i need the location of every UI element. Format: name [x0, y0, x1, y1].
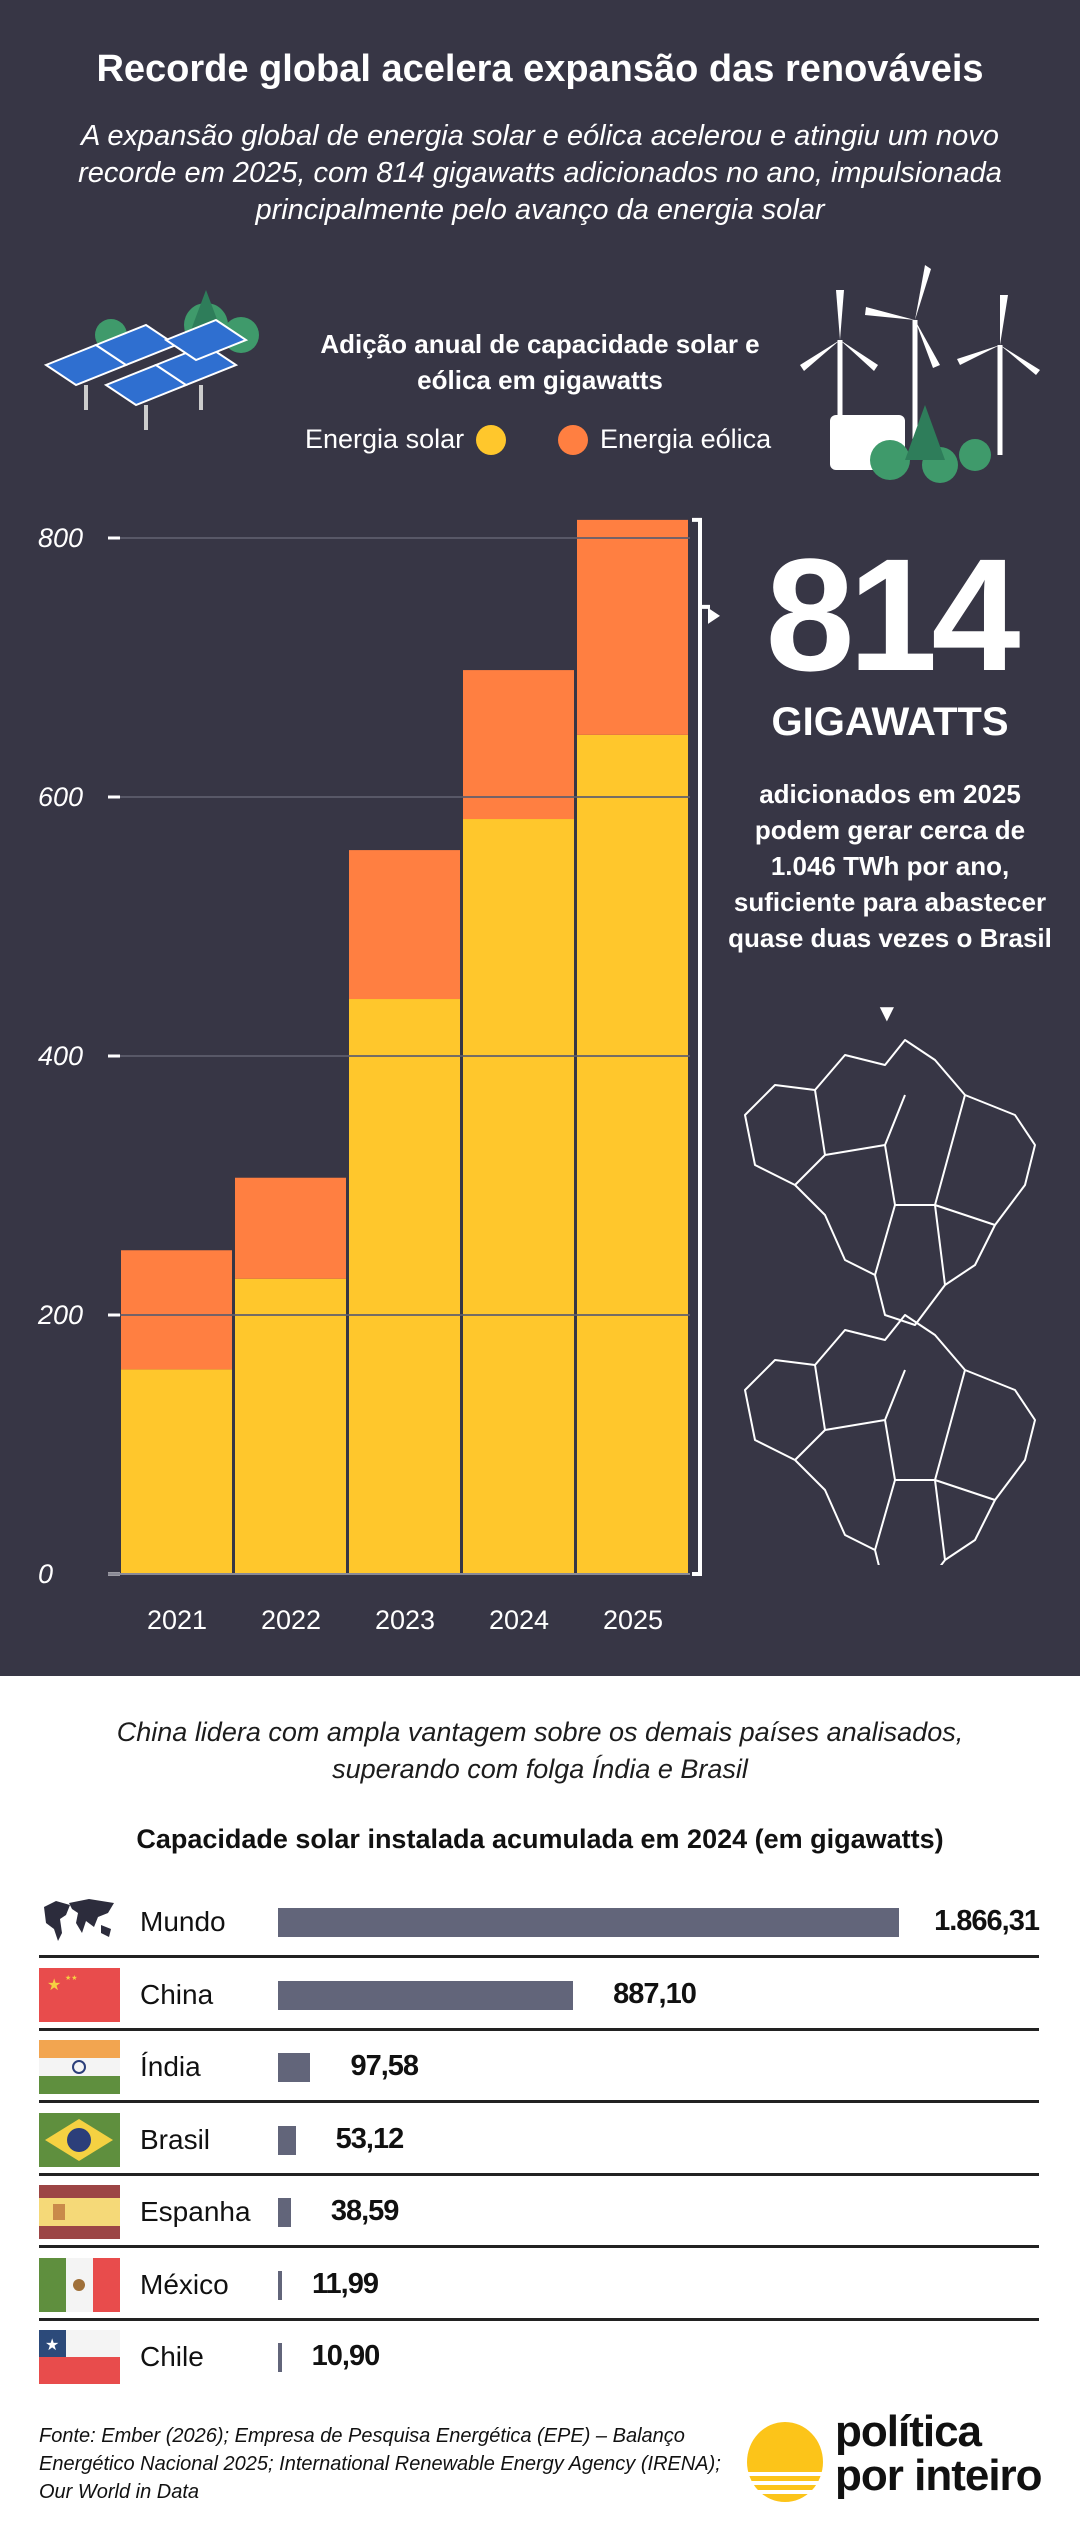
- bar-wind-2024: [463, 670, 574, 820]
- legend-item-wind: Energia eólica: [558, 424, 771, 455]
- wind-turbines-illustration: [800, 265, 1040, 483]
- ranking-row-brasil: Brasil 53,12: [39, 2104, 1039, 2176]
- y-tick-label: 800: [38, 523, 83, 553]
- ranking-row-espanha: Espanha 38,59: [39, 2176, 1039, 2248]
- y-tick-label: 600: [38, 782, 83, 812]
- mexico-flag-icon: [39, 2257, 120, 2312]
- x-tick-label: 2025: [603, 1605, 663, 1635]
- x-tick-label: 2022: [261, 1605, 321, 1635]
- value-label: 97,58: [350, 2050, 419, 2082]
- bar-méxico: [278, 2270, 282, 2300]
- x-tick-label: 2024: [489, 1605, 549, 1635]
- value-label: 887,10: [613, 1977, 697, 2010]
- bar-chile: [278, 2343, 282, 2372]
- callout-text: adicionados em 2025 podem gerar cerca de…: [728, 779, 1052, 953]
- stacked-bar-chart: 2021 2022 2023 2024 2025 0 200 400 600 800: [37, 517, 720, 1635]
- page-title: Recorde global acelera expansão das reno…: [96, 48, 984, 90]
- bar-solar-2025: [577, 734, 688, 1574]
- brazil-flag-icon: [39, 2112, 120, 2167]
- legend-swatch-solar: [476, 424, 507, 455]
- world-map-icon: [39, 1895, 120, 1949]
- logo-sun-icon: [747, 2422, 823, 2502]
- india-flag-icon: [39, 2040, 120, 2094]
- chart-title: Adição anual de capacidade solar e eólic…: [320, 329, 760, 395]
- bar-mundo: [278, 1908, 899, 1937]
- value-label: 10,90: [311, 2340, 381, 2372]
- value-label: 11,99: [311, 2267, 379, 2300]
- country-name: Chile: [140, 2341, 204, 2372]
- brazil-map-2: [744, 1314, 1036, 1565]
- x-tick-label: 2023: [375, 1605, 435, 1635]
- down-arrow-icon: ▼: [875, 1000, 899, 1027]
- callout-unit: GIGAWATTS: [771, 700, 1009, 744]
- y-tick-label: 400: [38, 1041, 83, 1071]
- value-label: 1.866,31: [934, 1905, 1040, 1937]
- page-subtitle: A expansão global de energia solar e eól…: [78, 120, 1002, 226]
- logo-text: política por inteiro: [835, 2407, 1043, 2500]
- ranking-row-chile: ★ Chile 10,90: [39, 2321, 1039, 2393]
- value-label: 38,59: [330, 2195, 400, 2227]
- bar-solar-2021: [121, 1369, 232, 1574]
- ranking-row-méxico: México 11,99: [39, 2249, 1039, 2321]
- bar-solar-2023: [349, 999, 460, 1574]
- callout-number: 814: [765, 525, 1021, 704]
- solar-panels-illustration: [43, 290, 259, 430]
- brazil-maps-illustration: [744, 1039, 1036, 1565]
- bar-solar-2024: [463, 819, 574, 1574]
- country-name: Índia: [140, 2051, 201, 2082]
- legend-label-wind: Energia eólica: [600, 424, 772, 454]
- country-name: Mundo: [140, 1906, 226, 1937]
- bar-wind-2021: [121, 1250, 232, 1370]
- value-label: 53,12: [335, 2122, 405, 2155]
- bracket-arrow-icon: [708, 607, 720, 624]
- legend-item-solar: Energia solar: [305, 424, 507, 455]
- country-name: China: [140, 1978, 214, 2010]
- china-flag-icon: ★ ★★: [39, 1967, 120, 2022]
- bar-wind-2023: [349, 850, 460, 1000]
- y-tick-label: 0: [38, 1559, 53, 1589]
- bar-espanha: [278, 2198, 291, 2227]
- ranking-row-índia: Índia 97,58: [39, 2031, 1039, 2103]
- bar-brasil: [278, 2125, 296, 2155]
- bar-china: [278, 1980, 574, 2010]
- country-name: Brasil: [140, 2123, 211, 2155]
- bar-wind-2022: [235, 1177, 346, 1279]
- country-name: México: [140, 2268, 229, 2300]
- ranking-row-mundo: Mundo 1.866,31: [39, 1886, 1040, 1958]
- legend-label-solar: Energia solar: [305, 424, 465, 454]
- svg-text:★: ★: [47, 1977, 61, 1994]
- legend-swatch-wind: [558, 424, 588, 455]
- svg-text:★: ★: [45, 2337, 59, 2354]
- y-tick-label: 200: [37, 1300, 83, 1330]
- source-note: Fonte: Ember (2026); Empresa de Pesquisa…: [39, 2425, 721, 2503]
- ranking-row-china: ★ ★★ China 887,10: [39, 1959, 1039, 2031]
- brazil-map-1: [744, 1039, 1036, 1326]
- logo-line-1: política: [835, 2407, 982, 2456]
- country-name: Espanha: [140, 2196, 251, 2227]
- section-intro: China lidera com ampla vantagem sobre os…: [116, 1717, 964, 1784]
- logo-line-2: por inteiro: [835, 2451, 1043, 2500]
- ranking-title: Capacidade solar instalada acumulada em …: [136, 1824, 944, 1854]
- bar-índia: [278, 2053, 311, 2082]
- chile-flag-icon: ★: [39, 2330, 120, 2384]
- x-tick-label: 2021: [147, 1605, 207, 1635]
- spain-flag-icon: [39, 2185, 120, 2239]
- bar-wind-2025: [577, 519, 688, 735]
- svg-text:★★: ★★: [65, 1974, 78, 1982]
- total-bracket: [692, 517, 710, 1576]
- bar-solar-2022: [235, 1278, 346, 1574]
